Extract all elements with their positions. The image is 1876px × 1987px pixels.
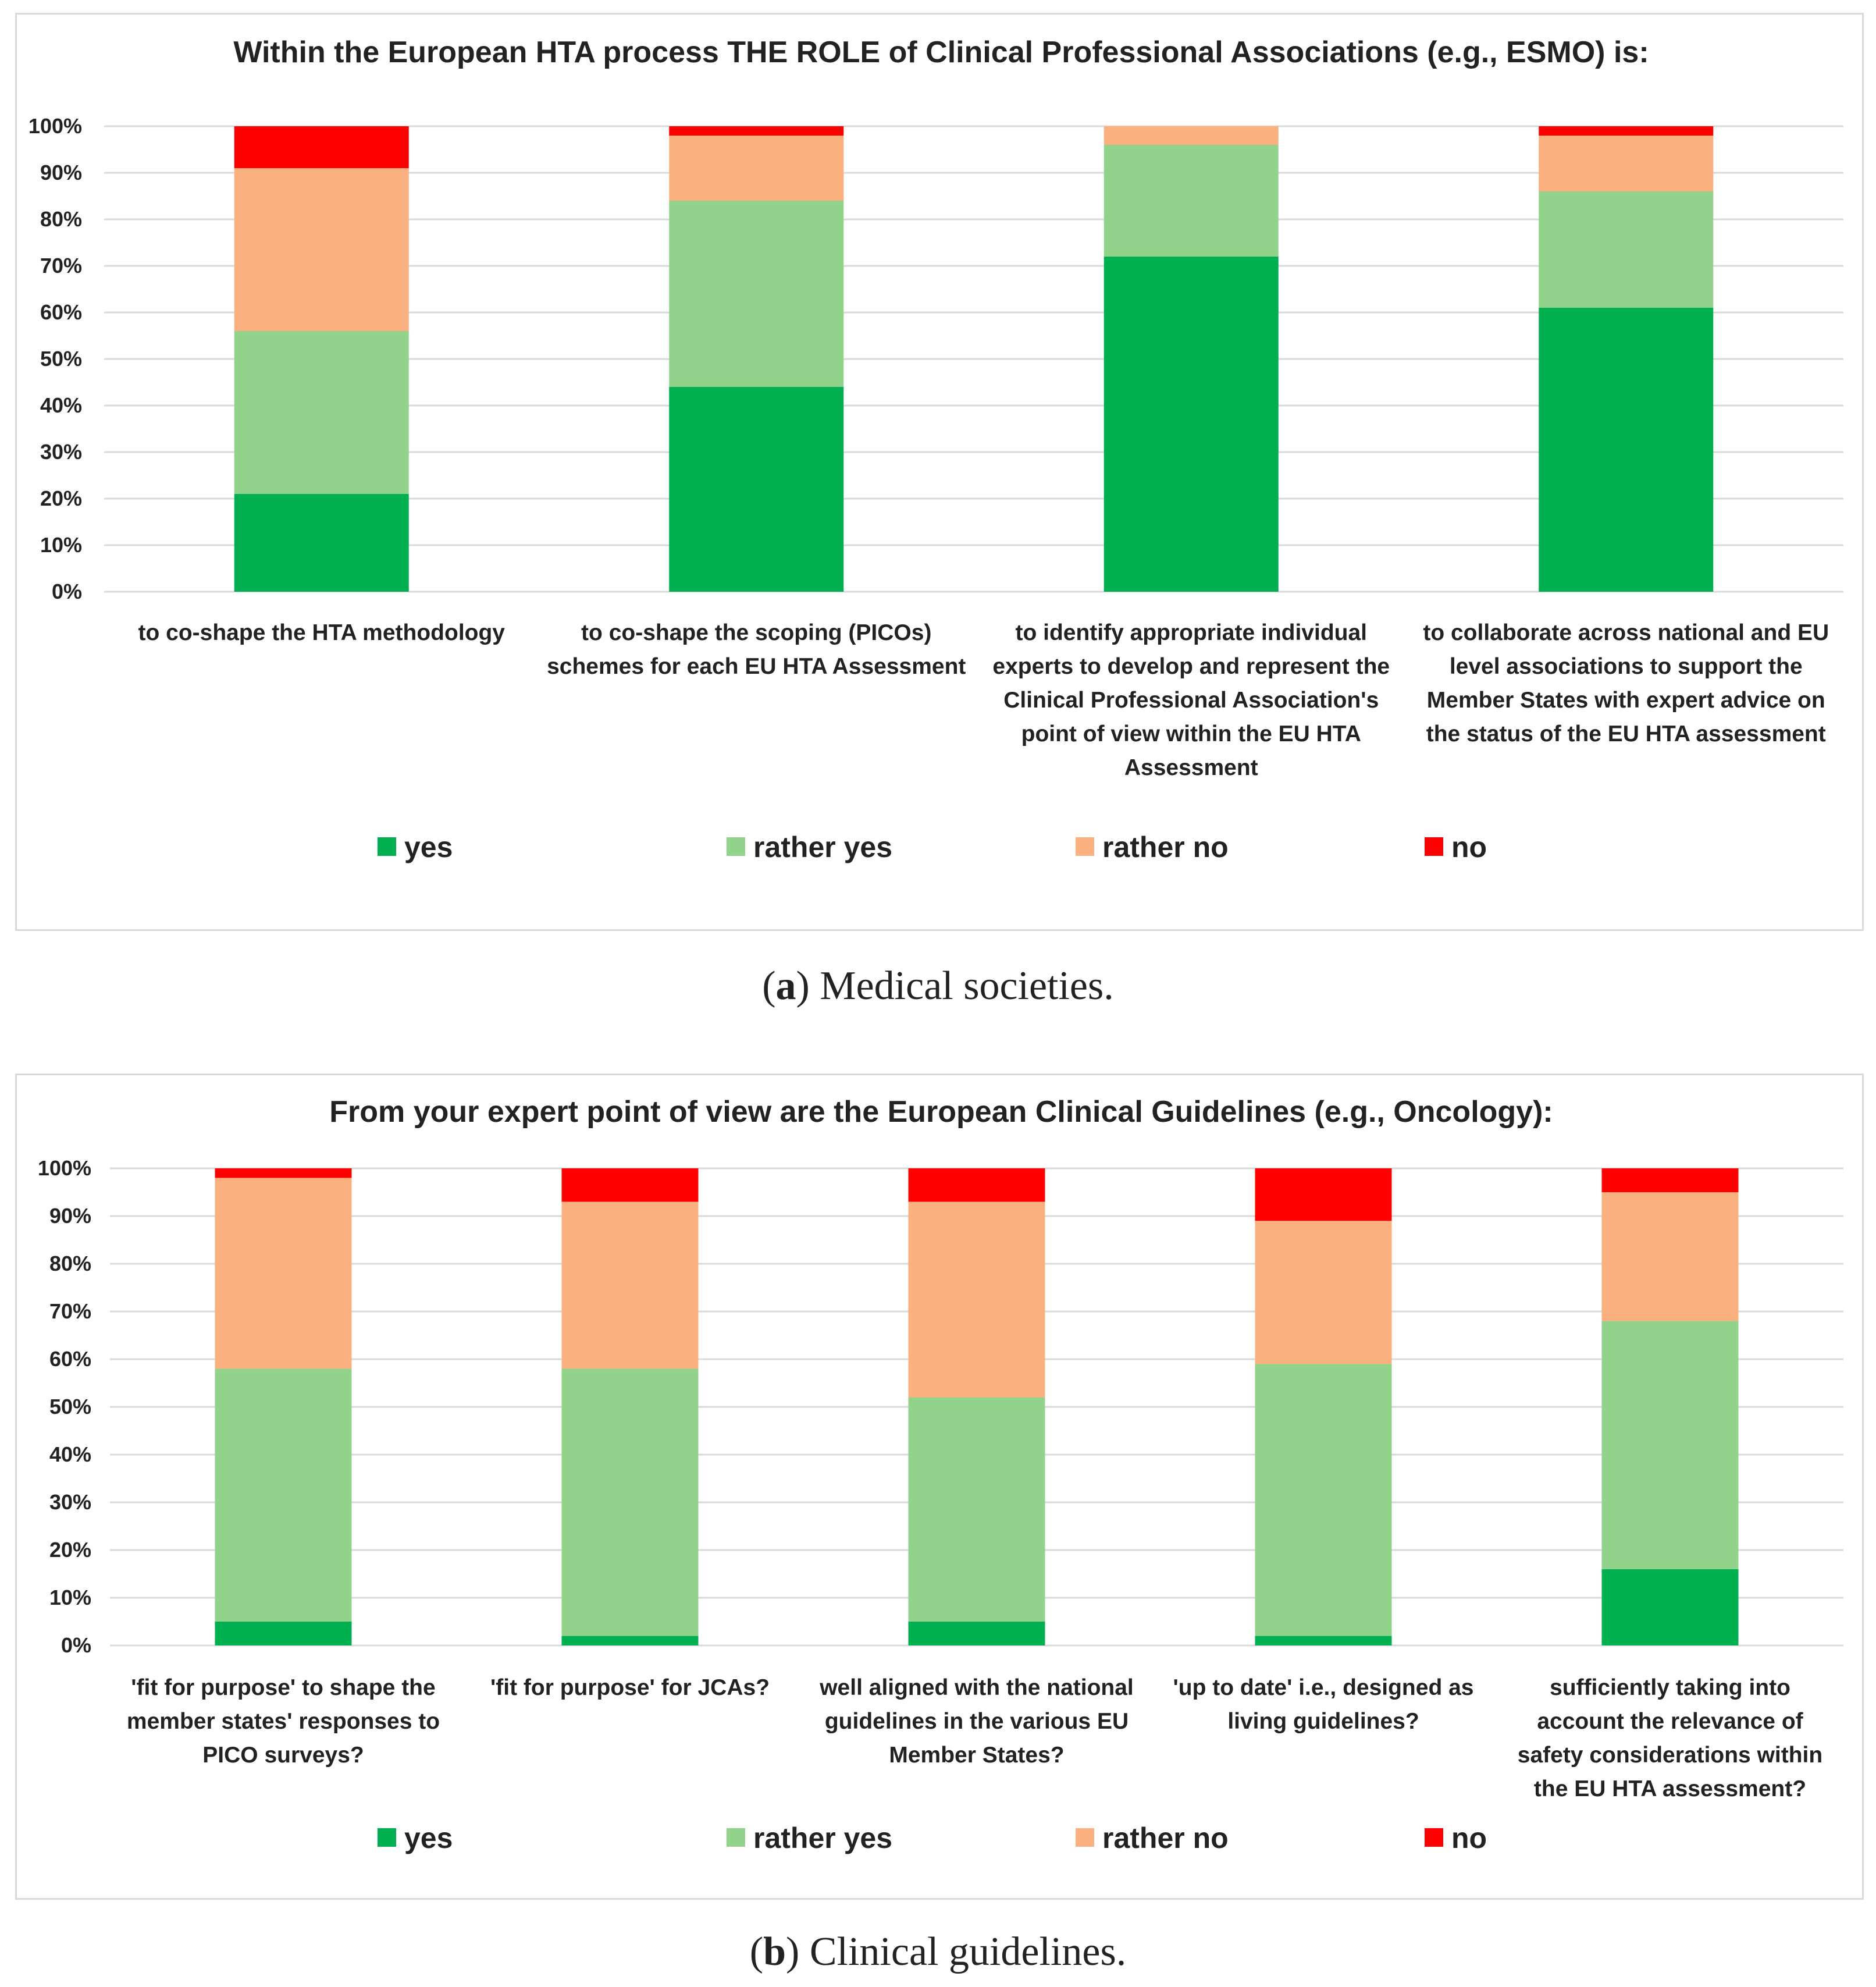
bar-segment-rather-no (561, 1202, 699, 1369)
bar-segment-rather-yes (1539, 191, 1714, 308)
bar-segment-yes (215, 1622, 352, 1645)
legend-swatch-rather-no (1076, 1828, 1094, 1847)
caption-clinical-guidelines: (b) Clinical guidelines. (0, 1929, 1876, 1975)
bar-segment-rather-no (215, 1178, 352, 1369)
bar-segment-no (908, 1168, 1045, 1202)
x-category-label: sufficiently taking into account the rele… (1518, 1675, 1822, 1801)
bar-segment-no (1255, 1168, 1392, 1221)
bar-segment-rather-yes (1601, 1321, 1739, 1569)
y-tick-label: 40% (49, 1442, 91, 1466)
legend-label-rather-yes: rather yes (753, 831, 892, 863)
bar-segment-rather-yes (1103, 145, 1279, 257)
bar-segment-rather-yes (669, 201, 844, 387)
y-tick-label: 100% (29, 114, 82, 138)
x-category-label: 'fit for purpose' to shape the member sta… (127, 1675, 440, 1768)
bar-segment-no (1601, 1168, 1739, 1192)
y-tick-label: 20% (40, 486, 82, 510)
x-category-label: to co-shape the scoping (PICOs) schemes f… (547, 620, 966, 679)
bar-segment-rather-no (908, 1202, 1045, 1398)
x-category-label: 'up to date' i.e., designed as living gui… (1173, 1675, 1474, 1734)
legend-swatch-yes (378, 1828, 396, 1847)
caption-paren-open: ( (749, 1929, 764, 1974)
legend-swatch-no (1425, 1828, 1443, 1847)
bar-segment-rather-no (669, 136, 844, 201)
bar-segment-yes (1103, 257, 1279, 592)
chart-medical-societies: Within the European HTA process THE ROLE… (29, 35, 1843, 863)
x-category-label: well aligned with the national guidelines… (819, 1675, 1134, 1768)
legend-swatch-rather-no (1076, 837, 1094, 856)
legend-label-yes: yes (404, 831, 453, 863)
y-tick-label: 10% (49, 1586, 91, 1609)
legend-label-no: no (1451, 1822, 1487, 1854)
y-tick-label: 90% (40, 161, 82, 184)
bar-segment-rather-no (1601, 1192, 1739, 1321)
bar-segment-rather-yes (908, 1397, 1045, 1622)
chart-panel-clinical-guidelines: From your expert point of view are the E… (15, 1074, 1864, 1900)
chart-title: Within the European HTA process THE ROLE… (233, 35, 1649, 69)
bar-segment-yes (561, 1636, 699, 1645)
legend-swatch-rather-yes (727, 1828, 745, 1847)
y-tick-label: 60% (40, 300, 82, 324)
bar-segment-rather-yes (234, 331, 409, 494)
bar-segment-rather-yes (561, 1368, 699, 1636)
legend-label-rather-no: rather no (1102, 831, 1229, 863)
caption-medical-societies: (a) Medical societies. (0, 963, 1876, 1010)
bar-segment-rather-no (1255, 1221, 1392, 1364)
bar-segment-no (669, 126, 844, 136)
bar-segment-yes (669, 387, 844, 592)
bar-segment-rather-yes (215, 1368, 352, 1622)
legend-label-no: no (1451, 831, 1487, 863)
y-tick-label: 10% (40, 533, 82, 557)
caption-letter: b (763, 1929, 786, 1974)
y-tick-label: 30% (40, 440, 82, 464)
chart-clinical-guidelines: From your expert point of view are the E… (38, 1095, 1843, 1854)
y-tick-label: 60% (49, 1347, 91, 1371)
legend-label-rather-no: rather no (1102, 1822, 1229, 1854)
bar-segment-no (561, 1168, 699, 1202)
legend-label-yes: yes (404, 1822, 453, 1854)
chart-panel-medical-societies: Within the European HTA process THE ROLE… (15, 13, 1864, 931)
y-tick-label: 0% (61, 1633, 91, 1657)
legend-swatch-yes (378, 837, 396, 856)
y-tick-label: 20% (49, 1538, 91, 1562)
caption-text: Medical societies. (809, 964, 1114, 1008)
y-tick-label: 90% (49, 1204, 91, 1228)
bar-segment-rather-yes (1255, 1364, 1392, 1636)
y-tick-label: 50% (40, 347, 82, 371)
bar-segment-no (215, 1168, 352, 1178)
bar-segment-yes (1539, 308, 1714, 592)
y-tick-label: 40% (40, 393, 82, 417)
bar-segment-rather-no (234, 168, 409, 331)
caption-letter: a (775, 964, 796, 1008)
bar-segment-yes (1601, 1569, 1739, 1645)
caption-paren-open: ( (762, 964, 776, 1008)
y-tick-label: 0% (52, 580, 82, 603)
y-tick-label: 50% (49, 1395, 91, 1419)
bar-segment-rather-no (1539, 136, 1714, 191)
legend-label-rather-yes: rather yes (753, 1822, 892, 1854)
legend-swatch-no (1425, 837, 1443, 856)
x-category-label: to identify appropriate individual expert… (992, 620, 1390, 780)
y-tick-label: 70% (49, 1299, 91, 1323)
x-category-label: to collaborate across national and EU lev… (1423, 620, 1829, 747)
caption-paren-close: ) (796, 964, 810, 1008)
bar-segment-no (1539, 126, 1714, 136)
y-tick-label: 100% (38, 1156, 91, 1180)
legend-swatch-rather-yes (727, 837, 745, 856)
y-tick-label: 80% (49, 1252, 91, 1275)
bar-segment-rather-no (1103, 126, 1279, 145)
chart-title: From your expert point of view are the E… (329, 1095, 1553, 1129)
x-category-label: to co-shape the HTA methodology (138, 620, 506, 645)
caption-text: Clinical guidelines. (799, 1929, 1127, 1974)
bar-segment-yes (234, 494, 409, 592)
bar-segment-yes (1255, 1636, 1392, 1645)
caption-paren-close: ) (786, 1929, 800, 1974)
y-tick-label: 30% (49, 1490, 91, 1514)
bar-segment-no (234, 126, 409, 168)
x-category-label: 'fit for purpose' for JCAs? (490, 1675, 770, 1700)
bar-segment-yes (908, 1622, 1045, 1645)
y-tick-label: 70% (40, 254, 82, 278)
y-tick-label: 80% (40, 207, 82, 231)
